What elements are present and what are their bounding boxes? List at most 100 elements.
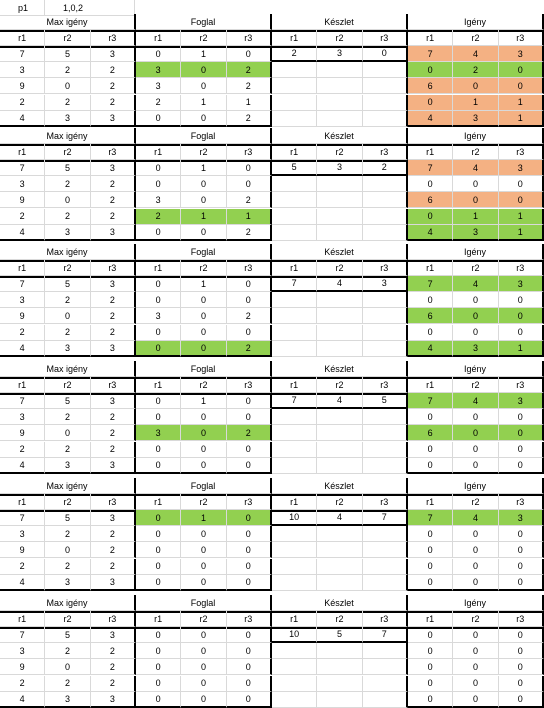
- foglal-cell[interactable]: 2: [226, 224, 272, 241]
- foglal-cell[interactable]: 0: [135, 675, 182, 692]
- column-header[interactable]: r1: [135, 611, 182, 628]
- igeny-cell[interactable]: 4: [407, 224, 454, 241]
- max-cell[interactable]: 5: [45, 160, 91, 177]
- group-header[interactable]: Max igény: [0, 595, 136, 612]
- foglal-cell[interactable]: 0: [135, 526, 182, 543]
- keszlet-cell[interactable]: [317, 62, 363, 79]
- group-header[interactable]: Igény: [407, 361, 544, 378]
- igeny-cell[interactable]: 0: [498, 627, 544, 644]
- igeny-cell[interactable]: 0: [407, 208, 454, 225]
- max-cell[interactable]: 3: [90, 110, 136, 127]
- keszlet-cell[interactable]: [317, 526, 363, 543]
- foglal-cell[interactable]: 1: [226, 94, 272, 111]
- foglal-cell[interactable]: 0: [135, 292, 182, 309]
- group-header[interactable]: Készlet: [271, 14, 408, 31]
- igeny-cell[interactable]: 4: [453, 160, 499, 177]
- column-header[interactable]: r2: [453, 144, 499, 161]
- max-cell[interactable]: 0: [45, 659, 91, 676]
- igeny-cell[interactable]: 0: [498, 542, 544, 559]
- max-cell[interactable]: 3: [90, 276, 136, 293]
- column-header[interactable]: r1: [135, 377, 182, 394]
- column-header[interactable]: r2: [45, 144, 91, 161]
- foglal-cell[interactable]: 3: [135, 62, 182, 79]
- column-header[interactable]: r3: [362, 144, 408, 161]
- foglal-cell[interactable]: 3: [135, 425, 182, 442]
- keszlet-cell[interactable]: 2: [271, 46, 318, 63]
- max-cell[interactable]: 4: [0, 224, 46, 241]
- column-header[interactable]: r2: [453, 30, 499, 47]
- keszlet-cell[interactable]: [362, 409, 408, 426]
- column-header[interactable]: r3: [90, 30, 136, 47]
- keszlet-cell[interactable]: 3: [317, 46, 363, 63]
- max-cell[interactable]: 2: [45, 208, 91, 225]
- foglal-cell[interactable]: 2: [226, 308, 272, 325]
- igeny-cell[interactable]: 6: [407, 192, 454, 209]
- igeny-cell[interactable]: 3: [453, 224, 499, 241]
- foglal-cell[interactable]: 0: [226, 526, 272, 543]
- keszlet-cell[interactable]: [362, 659, 408, 676]
- max-cell[interactable]: 3: [0, 409, 46, 426]
- column-header[interactable]: r2: [317, 30, 363, 47]
- max-cell[interactable]: 2: [90, 94, 136, 111]
- foglal-cell[interactable]: 0: [135, 659, 182, 676]
- keszlet-cell[interactable]: 7: [271, 276, 318, 293]
- group-header[interactable]: Készlet: [271, 128, 408, 145]
- igeny-cell[interactable]: 0: [407, 659, 454, 676]
- keszlet-cell[interactable]: 5: [362, 393, 408, 410]
- keszlet-cell[interactable]: [271, 110, 318, 127]
- max-cell[interactable]: 2: [45, 643, 91, 660]
- max-cell[interactable]: 0: [45, 308, 91, 325]
- column-header[interactable]: r3: [498, 260, 544, 277]
- foglal-cell[interactable]: 2: [226, 425, 272, 442]
- keszlet-cell[interactable]: [362, 425, 408, 442]
- igeny-cell[interactable]: 4: [453, 510, 499, 527]
- max-cell[interactable]: 2: [45, 292, 91, 309]
- foglal-cell[interactable]: 0: [181, 409, 227, 426]
- max-cell[interactable]: 3: [90, 46, 136, 63]
- foglal-cell[interactable]: 0: [135, 393, 182, 410]
- keszlet-cell[interactable]: [271, 425, 318, 442]
- column-header[interactable]: r2: [45, 260, 91, 277]
- foglal-cell[interactable]: 1: [181, 46, 227, 63]
- column-header[interactable]: r3: [90, 611, 136, 628]
- foglal-cell[interactable]: 0: [226, 276, 272, 293]
- foglal-cell[interactable]: 0: [181, 425, 227, 442]
- keszlet-cell[interactable]: [271, 192, 318, 209]
- keszlet-cell[interactable]: [317, 425, 363, 442]
- max-cell[interactable]: 7: [0, 46, 46, 63]
- keszlet-cell[interactable]: [317, 675, 363, 692]
- keszlet-cell[interactable]: [317, 110, 363, 127]
- max-cell[interactable]: 2: [0, 675, 46, 692]
- max-cell[interactable]: 3: [90, 691, 136, 708]
- igeny-cell[interactable]: 4: [407, 110, 454, 127]
- igeny-cell[interactable]: 0: [498, 176, 544, 193]
- foglal-cell[interactable]: 0: [181, 324, 227, 341]
- max-cell[interactable]: 3: [45, 691, 91, 708]
- max-cell[interactable]: 2: [45, 176, 91, 193]
- max-cell[interactable]: 2: [0, 324, 46, 341]
- keszlet-cell[interactable]: [362, 542, 408, 559]
- igeny-cell[interactable]: 0: [498, 62, 544, 79]
- igeny-cell[interactable]: 4: [453, 46, 499, 63]
- column-header[interactable]: r2: [181, 377, 227, 394]
- igeny-cell[interactable]: 0: [407, 691, 454, 708]
- column-header[interactable]: r3: [498, 611, 544, 628]
- keszlet-cell[interactable]: [271, 675, 318, 692]
- max-cell[interactable]: 2: [45, 324, 91, 341]
- max-cell[interactable]: 0: [45, 78, 91, 95]
- igeny-cell[interactable]: 0: [453, 526, 499, 543]
- keszlet-cell[interactable]: [317, 308, 363, 325]
- keszlet-cell[interactable]: [317, 643, 363, 660]
- foglal-cell[interactable]: 1: [181, 160, 227, 177]
- foglal-cell[interactable]: 0: [181, 627, 227, 644]
- foglal-cell[interactable]: 0: [181, 110, 227, 127]
- max-cell[interactable]: 2: [90, 441, 136, 458]
- keszlet-cell[interactable]: [317, 340, 363, 357]
- column-header[interactable]: r2: [181, 144, 227, 161]
- igeny-cell[interactable]: 3: [498, 276, 544, 293]
- keszlet-cell[interactable]: [362, 558, 408, 575]
- igeny-cell[interactable]: 0: [453, 176, 499, 193]
- igeny-cell[interactable]: 0: [407, 675, 454, 692]
- column-header[interactable]: r1: [0, 144, 46, 161]
- foglal-cell[interactable]: 2: [226, 192, 272, 209]
